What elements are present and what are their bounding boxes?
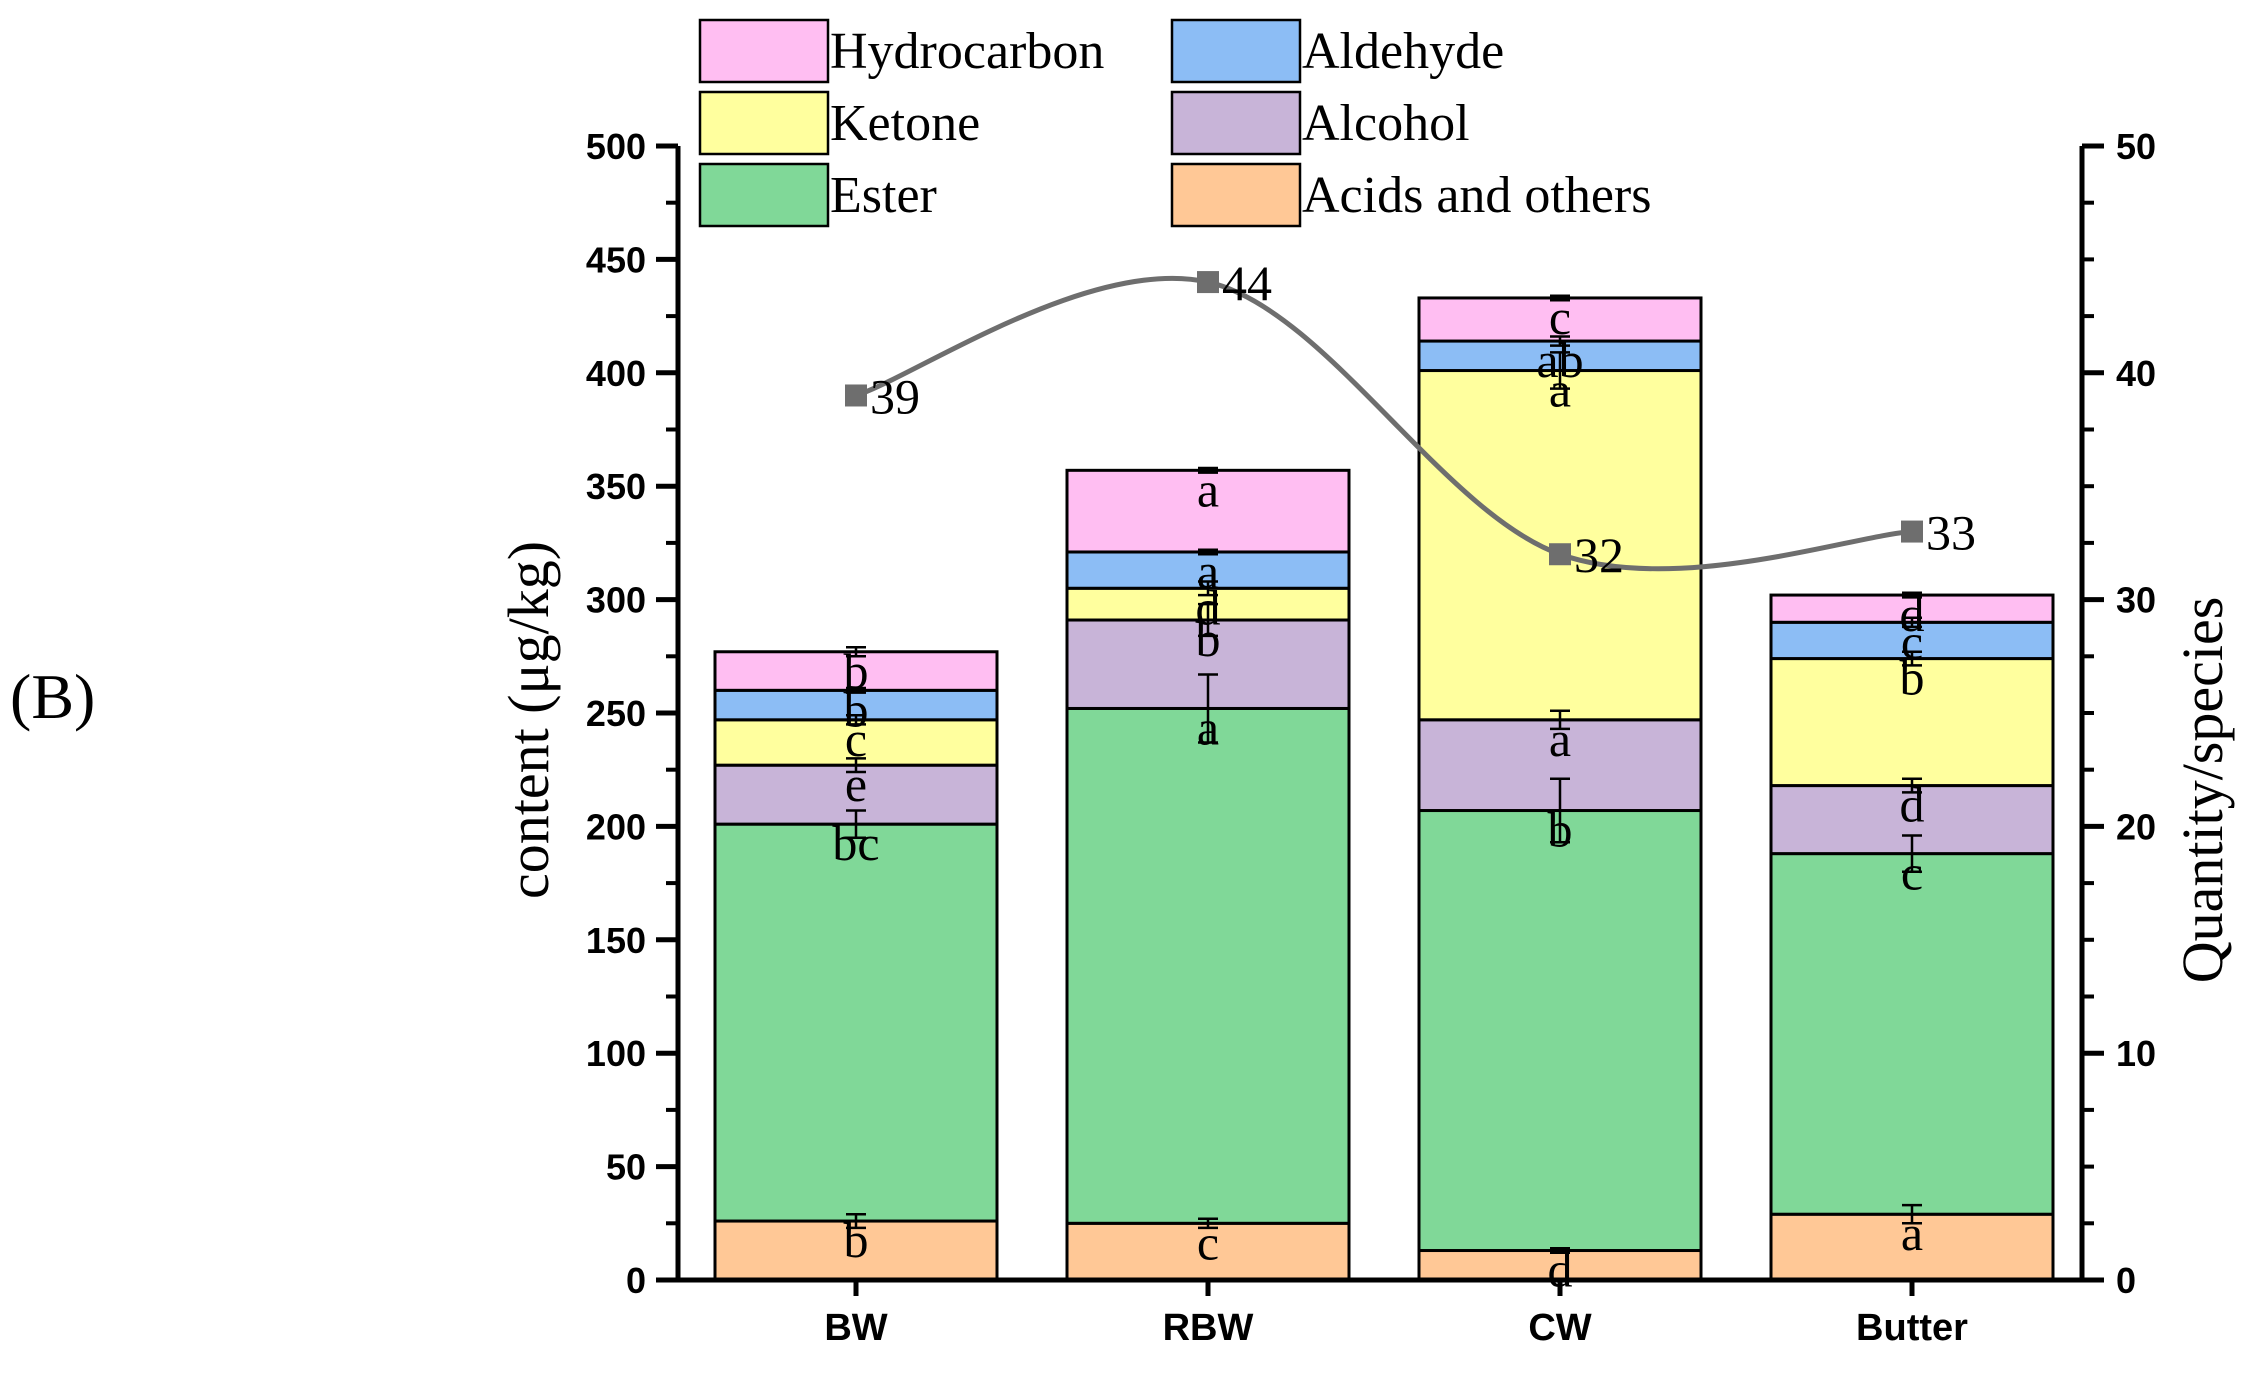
y2-axis-title: Quantity/species [2170,597,2235,984]
significance-label: ab [1536,332,1583,388]
quantity-point-label: 44 [1222,255,1272,311]
quantity-point-label: 32 [1574,527,1624,583]
significance-label: b [844,1212,869,1268]
y-tick-label: 400 [586,353,646,394]
category-label: Butter [1856,1307,1968,1349]
significance-label: a [1901,1205,1923,1261]
significance-label: b [1548,802,1573,858]
quantity-point-label: 33 [1926,505,1976,561]
y-tick-label: 450 [586,239,646,280]
y-tick-label: 0 [626,1260,646,1301]
legend-swatch [698,90,830,156]
quantity-series-line [855,275,1913,572]
significance-label: e [845,756,867,812]
significance-label: d [1196,579,1221,635]
legend-swatch [1170,90,1302,156]
y-tick-label: 500 [586,126,646,167]
bar-segment [713,1219,999,1282]
significance-label: c [1901,845,1923,901]
legend-swatch [1170,162,1302,228]
bar-segment [713,822,999,1223]
quantity-point-marker [1197,271,1219,294]
bar-segment [1417,809,1703,1253]
significance-label: b [844,643,869,699]
y2-tick-label: 30 [2116,580,2156,621]
significance-label: a [1197,543,1219,599]
quantity-point-marker [845,384,867,407]
legend-swatch [698,162,830,228]
legend-label: Ketone [830,95,980,152]
y2-tick-label: 10 [2116,1033,2156,1074]
legend-label: Aldehyde [1302,23,1504,80]
bar-segment [1769,657,2055,788]
y-axis-title: content (μg/kg) [496,541,561,899]
quantity-point-marker [1549,543,1571,566]
significance-label: a [1197,461,1219,517]
y-tick-label: 350 [586,466,646,507]
legend-label: Acids and others [1302,167,1651,224]
bar-segment [1065,1221,1351,1282]
significance-label: a [1549,711,1571,767]
significance-label: a [1197,699,1219,755]
legend-swatch [1170,18,1302,84]
category-label: CW [1528,1307,1591,1349]
bar-segment [1769,852,2055,1216]
legend-swatch [698,18,830,84]
y2-tick-label: 40 [2116,353,2156,394]
quantity-point-label: 39 [870,368,920,424]
y2-tick-label: 0 [2116,1260,2136,1301]
quantity-point-marker [1901,520,1923,543]
y-tick-label: 100 [586,1033,646,1074]
panel-label: (B) [10,661,95,732]
y-tick-label: 250 [586,693,646,734]
category-label: RBW [1163,1307,1254,1349]
bar-segment [1417,296,1703,343]
y-tick-label: 150 [586,920,646,961]
significance-label: a [1549,362,1571,418]
significance-label: bc [832,815,879,871]
plot-area: b c dabcabcebadcdabbaabcbacd05010015020025… [586,18,2156,1349]
legend-label: Hydrocarbon [830,23,1104,80]
category-label: BW [824,1307,887,1349]
significance-label: b [844,681,869,737]
significance-label: d [1900,586,1925,642]
bar-segment [1065,706,1351,1225]
y2-tick-label: 20 [2116,806,2156,847]
significance-label: b [1196,611,1221,667]
bar-segment [1769,1212,2055,1282]
significance-label: c [1549,289,1571,345]
bar-segment [1065,468,1351,554]
significance-label: d [1900,777,1925,833]
significance-label: b [1900,650,1925,706]
significance-label: c [1197,1214,1219,1270]
y-tick-label: 50 [606,1147,646,1188]
y-tick-label: 200 [586,806,646,847]
significance-label: c [1901,613,1923,669]
y2-tick-label: 50 [2116,126,2156,167]
significance-label: c [845,711,867,767]
legend-label: Alcohol [1302,95,1470,152]
legend-label: Ester [830,167,937,224]
bar-segment [713,650,999,692]
y-tick-label: 300 [586,580,646,621]
